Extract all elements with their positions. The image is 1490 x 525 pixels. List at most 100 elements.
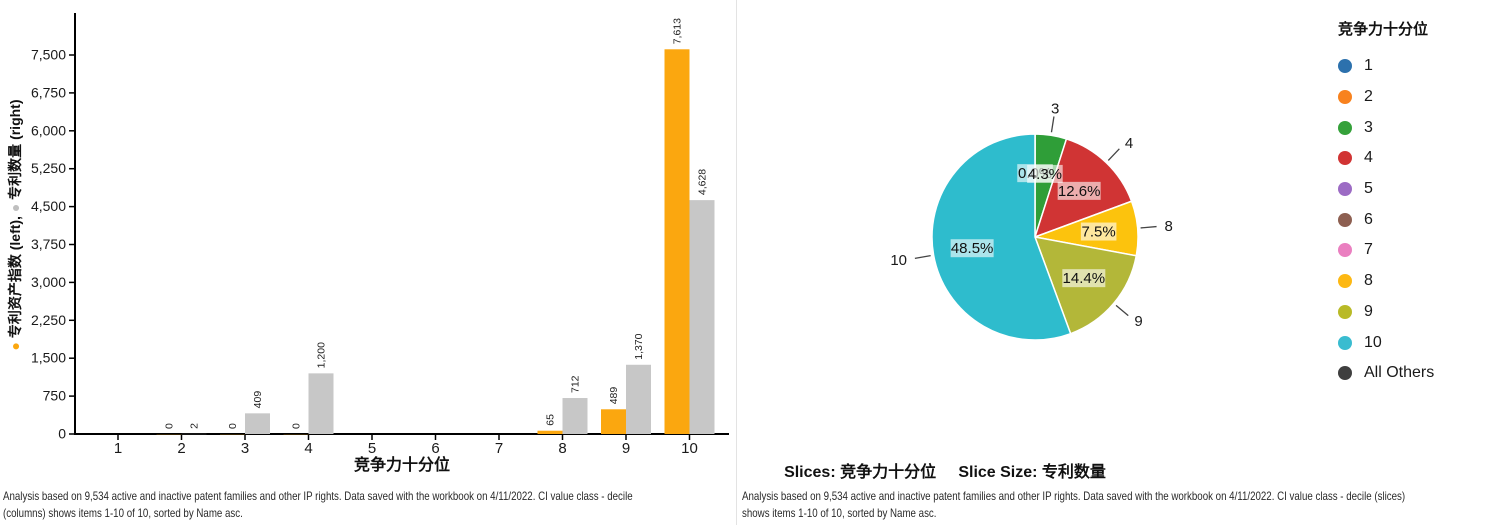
pie-callout-label: 8 (1165, 218, 1173, 235)
x-tick-label: 6 (431, 440, 439, 457)
y-tick-label: 0 (58, 426, 66, 442)
legend-item-label: 7 (1364, 241, 1373, 259)
legend-swatch-icon (1338, 366, 1352, 381)
bar-value-label: 409 (252, 391, 264, 409)
legend-swatch-icon (1338, 182, 1352, 197)
bar-value-label: 712 (570, 375, 582, 393)
bar-专利资产指数-8[interactable] (537, 430, 563, 434)
pie-percent-label: 48.5% (951, 240, 994, 257)
pie-callout-line (1050, 116, 1055, 133)
pie-bottom-title: Slices: 竞争力十分位 Slice Size: 专利数量 (784, 464, 1106, 481)
y-tick-label: 5,250 (31, 160, 66, 176)
panel-divider (736, 0, 737, 525)
footnote-line: (columns) shows items 1-10 of 10, sorted… (3, 506, 243, 521)
bar-专利资产指数-9[interactable] (601, 409, 626, 434)
legend-swatch-icon (1338, 120, 1352, 135)
pie-chart: 3489100.0%4.3%12.6%7.5%14.4%48.5% (890, 101, 1173, 341)
bar-value-label: 65 (545, 414, 557, 426)
bar-value-label: 0 (227, 423, 239, 429)
legend-swatch-icon (1338, 59, 1352, 74)
pie-callout-label: 3 (1051, 101, 1059, 118)
pie-percent-label-bg (950, 239, 994, 258)
legend-item-label: 1 (1364, 57, 1373, 75)
pie-callout-line (914, 254, 931, 260)
legend-item-5[interactable]: 5 (1338, 174, 1488, 205)
footnote-line: Analysis based on 9,534 active and inact… (3, 489, 633, 503)
legend-title: 竞争力十分位 (1338, 21, 1429, 38)
x-tick-label: 3 (241, 440, 249, 457)
pie-legend: 竞争力十分位 1 2 3 4 5 6 7 8 9 10 All Others (1338, 18, 1488, 389)
legend-item-label: 8 (1364, 272, 1373, 290)
legend-item-1[interactable]: 1 (1338, 51, 1488, 82)
y-tick-label: 3,750 (31, 236, 66, 252)
x-tick-label: 9 (622, 440, 630, 457)
pie-percent-label: 4.3% (1028, 166, 1062, 183)
x-tick-label: 8 (558, 440, 566, 457)
legend-item-6[interactable]: 6 (1338, 204, 1488, 235)
legend-swatch-icon (1338, 304, 1352, 319)
pie-callout-line (1115, 304, 1129, 317)
legend-item-all-others[interactable]: All Others (1338, 358, 1488, 389)
y-axis-title: ● 专利资产指数 (left), ● 专利数量 (right) (7, 99, 23, 350)
legend-item-3[interactable]: 3 (1338, 112, 1488, 143)
legend-item-label: 4 (1364, 149, 1373, 167)
legend-item-label: 10 (1364, 333, 1382, 351)
y-tick-label: 7,500 (31, 47, 66, 63)
legend-item-10[interactable]: 10 (1338, 327, 1488, 358)
pie-percent-label-bg (1057, 181, 1101, 200)
bar-value-label: 1,370 (633, 333, 645, 359)
y-tick-label: 6,750 (31, 84, 66, 100)
legend-item-2[interactable]: 2 (1338, 82, 1488, 113)
y-tick-label: 6,000 (31, 122, 66, 138)
bar-专利资产指数-10[interactable] (664, 49, 690, 434)
bar-value-label: 4,628 (697, 169, 709, 195)
pie-callout-label: 9 (1134, 313, 1142, 330)
y-tick-label: 750 (43, 388, 67, 404)
bar-chart: 07501,5002,2503,0003,7504,5005,2506,0006… (7, 13, 729, 474)
legend-item-label: 6 (1364, 210, 1373, 228)
pie-callout-line (1107, 148, 1120, 161)
legend-item-9[interactable]: 9 (1338, 297, 1488, 328)
legend-items: 1 2 3 4 5 6 7 8 9 10 All Others (1338, 51, 1488, 389)
pie-callout-label: 10 (890, 252, 907, 269)
y-tick-label: 1,500 (31, 350, 66, 366)
legend-item-label: 9 (1364, 302, 1373, 320)
bar-chart-footnote: Analysis based on 9,534 active and inact… (3, 488, 633, 523)
bar-专利数量-8[interactable] (562, 398, 588, 434)
bar-value-label: 0 (164, 423, 176, 429)
pie-percent-label-bg (1080, 222, 1117, 241)
legend-item-4[interactable]: 4 (1338, 143, 1488, 174)
x-tick-label: 1 (114, 440, 122, 457)
legend-item-label: 5 (1364, 180, 1373, 198)
pie-percent-label: 12.6% (1058, 183, 1101, 200)
legend-item-label: 3 (1364, 118, 1373, 136)
footnote-line: Analysis based on 9,534 active and inact… (742, 489, 1406, 503)
x-tick-label: 7 (495, 440, 503, 457)
bar-专利数量-4[interactable] (308, 373, 334, 434)
pie-percent-label-bg (1062, 269, 1106, 288)
pie-callout-label: 4 (1125, 135, 1133, 152)
bar-专利数量-10[interactable] (689, 200, 715, 434)
legend-item-label: All Others (1364, 364, 1435, 382)
legend-item-7[interactable]: 7 (1338, 235, 1488, 266)
legend-item-label: 2 (1364, 88, 1373, 106)
pie-callout-line (1140, 225, 1157, 229)
bar-value-label: 2 (189, 423, 201, 429)
x-tick-label: 4 (304, 440, 312, 457)
legend-swatch-icon (1338, 335, 1352, 350)
legend-swatch-icon (1338, 243, 1352, 258)
pie-percent-label: 7.5% (1082, 224, 1116, 241)
legend-swatch-icon (1338, 212, 1352, 227)
x-tick-label: 5 (368, 440, 376, 457)
y-tick-label: 3,000 (31, 274, 66, 290)
x-tick-label: 10 (681, 440, 698, 457)
legend-item-8[interactable]: 8 (1338, 266, 1488, 297)
bar-value-label: 489 (608, 387, 620, 405)
footnote-line: shows items 1-10 of 10, sorted by Name a… (742, 506, 937, 521)
legend-swatch-icon (1338, 151, 1352, 166)
pie-slice-10[interactable] (931, 133, 1072, 341)
bar-专利数量-9[interactable] (626, 364, 651, 434)
pie-percent-label-bg (1027, 164, 1063, 183)
bar-专利数量-3[interactable] (245, 413, 270, 434)
